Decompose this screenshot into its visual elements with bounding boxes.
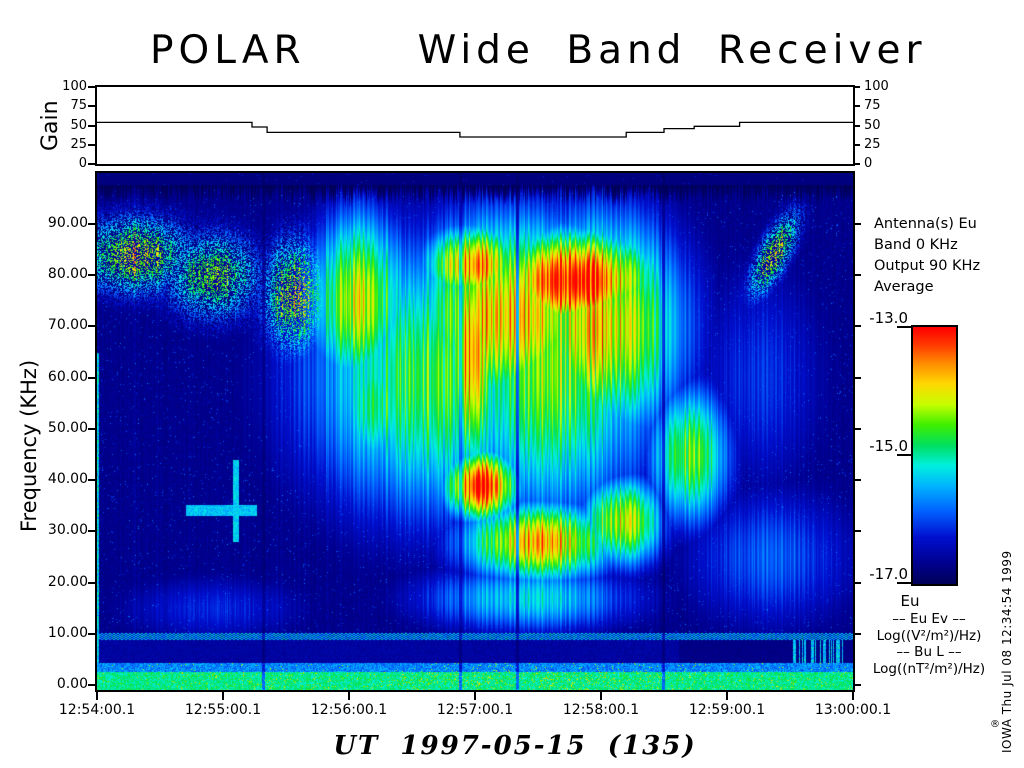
gain-tick-label-left: 25 [70, 136, 87, 152]
time-tick-label: 12:59:00.1 [688, 702, 766, 718]
annotation-band: Band 0 KHz [874, 237, 958, 253]
freq-tick-right [853, 274, 861, 277]
legend-line-e-units: Log((V²/m²)/Hz) [876, 627, 982, 644]
colorbar-canvas [913, 327, 956, 584]
freq-tick-left [88, 530, 96, 533]
gain-tick-left [88, 163, 95, 165]
spectrogram-canvas [97, 173, 853, 690]
time-tick [852, 692, 854, 700]
time-tick [348, 692, 350, 700]
gain-tick-label-left: 0 [78, 156, 87, 171]
freq-tick-left [88, 325, 96, 328]
gain-tick-label-left: 50 [70, 117, 87, 133]
legend-block: –– Eu Ev –– Log((V²/m²)/Hz) –– Bu L –– L… [856, 611, 1002, 677]
freq-tick-left [88, 632, 96, 635]
time-tick-label: 13:00:00.1 [814, 702, 892, 718]
freq-tick-label: 90.00 [47, 215, 88, 231]
registered-mark: ® [990, 719, 1000, 730]
freq-tick-left [88, 274, 96, 277]
gain-tick-right [853, 163, 860, 165]
freq-tick-label: 70.00 [47, 317, 88, 334]
time-tick-label: 12:57:00.1 [436, 702, 514, 718]
gain-tick-right [853, 124, 860, 127]
freq-tick-right [853, 581, 861, 584]
freq-tick-left [88, 684, 96, 686]
freq-tick-left [88, 427, 96, 430]
annotation-average: Average [874, 279, 934, 295]
gain-tick-left [88, 105, 95, 108]
freq-tick-left [88, 223, 96, 225]
freq-tick-right [853, 684, 861, 686]
spectrogram-panel [95, 171, 855, 692]
colorbar-tick-label: -17.0 [869, 565, 908, 583]
freq-tick-label: 10.00 [47, 624, 88, 641]
gain-tick-right [853, 105, 860, 108]
colorbar-tick [897, 326, 913, 328]
x-axis-title: UT 1997-05-15 (135) [333, 731, 697, 761]
gain-panel [95, 85, 855, 166]
freq-tick-left [88, 376, 96, 379]
title-mission: POLAR [150, 28, 306, 73]
credit-text: IOWA Thu Jul 08 12:34:54 1999 [1000, 550, 1014, 754]
gain-tick-left [88, 124, 95, 127]
time-tick [474, 692, 476, 700]
freq-tick-label: 60.00 [47, 368, 88, 385]
page-title: POLAR Wide Band Receiver [150, 28, 927, 73]
freq-tick-label: 30.00 [47, 522, 88, 539]
legend-eu-label: Eu [900, 592, 920, 610]
gain-tick-label-right: 75 [864, 98, 881, 114]
title-instrument: Wide Band Receiver [417, 28, 927, 73]
colorbar [911, 325, 958, 586]
gain-curve [97, 121, 853, 138]
time-tick [222, 692, 224, 700]
gain-tick-label-left: 100 [62, 79, 87, 94]
gain-tick-right [853, 143, 860, 146]
gain-tick-label-left: 75 [70, 98, 87, 114]
time-tick-label: 12:54:00.1 [58, 702, 136, 718]
gain-tick-label-right: 25 [864, 136, 881, 152]
colorbar-tick-label: -13.0 [869, 309, 908, 327]
annotation-block: Antenna(s) Eu Band 0 KHz Output 90 KHz A… [874, 214, 980, 298]
gain-tick-label-right: 100 [864, 79, 889, 94]
freq-tick-label: 50.00 [47, 419, 88, 436]
freq-tick-label: 20.00 [47, 573, 88, 590]
time-tick [726, 692, 728, 700]
freq-tick-right [853, 479, 861, 482]
freq-tick-label: 0.00 [56, 676, 88, 692]
colorbar-tick [897, 454, 913, 456]
annotation-antenna: Antenna(s) Eu [874, 216, 977, 232]
legend-line-b-units: Log((nT²/m²)/Hz) [872, 660, 986, 677]
freq-tick-right [853, 530, 861, 533]
freq-tick-right [853, 427, 861, 430]
colorbar-tick-label: -15.0 [869, 437, 908, 455]
freq-tick-right [853, 325, 861, 328]
freq-tick-right [853, 632, 861, 635]
freq-tick-label: 80.00 [47, 266, 88, 283]
freq-tick-left [88, 581, 96, 584]
legend-line-eu-ev: –– Eu Ev –– [892, 611, 966, 627]
time-tick [96, 692, 98, 700]
time-tick-label: 12:55:00.1 [184, 702, 262, 718]
time-tick [600, 692, 602, 700]
time-tick-label: 12:58:00.1 [562, 702, 640, 718]
freq-tick-label: 40.00 [47, 471, 88, 488]
freq-tick-right [853, 376, 861, 379]
gain-tick-label-right: 0 [864, 156, 873, 171]
freq-tick-right [853, 223, 861, 225]
colorbar-tick [897, 582, 913, 584]
time-tick-label: 12:56:00.1 [310, 702, 388, 718]
gain-tick-left [88, 86, 95, 88]
gain-tick-left [88, 143, 95, 146]
freq-tick-left [88, 479, 96, 482]
gain-tick-right [853, 86, 860, 88]
legend-line-bu-l: –– Bu L –– [896, 644, 962, 660]
gain-tick-label-right: 50 [864, 117, 881, 133]
annotation-output: Output 90 KHz [874, 258, 981, 274]
